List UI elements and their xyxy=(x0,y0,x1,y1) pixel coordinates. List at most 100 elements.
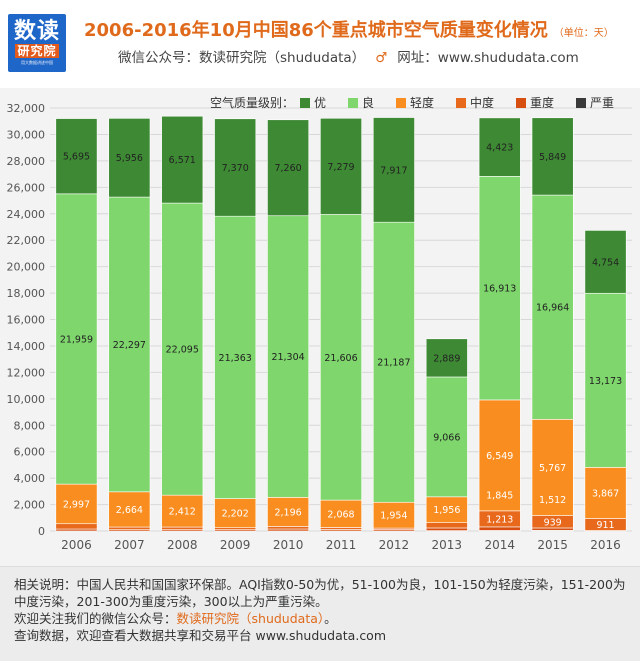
y-tick-label: 18,000 xyxy=(7,287,46,300)
data-label: 2,889 xyxy=(433,353,460,364)
notes-line3-suffix: 。 xyxy=(324,611,337,626)
x-tick-label: 2012 xyxy=(379,538,410,552)
data-label: 16,913 xyxy=(483,284,516,295)
notes-line3-prefix: 欢迎关注我们的微信公众号： xyxy=(14,611,177,626)
data-label: 22,095 xyxy=(166,345,199,356)
data-label: 22,297 xyxy=(113,340,146,351)
bar-segment xyxy=(108,491,151,528)
unit-label: （单位：天） xyxy=(553,28,614,39)
y-tick-label: 4,000 xyxy=(14,472,46,485)
bar-segment xyxy=(372,501,415,529)
bar-segment xyxy=(478,117,521,177)
bar-segment xyxy=(108,118,151,198)
bar-segment xyxy=(320,117,362,215)
y-tick-label: 0 xyxy=(38,525,45,538)
data-label: 2,202 xyxy=(222,509,249,520)
bar-segment xyxy=(320,499,362,528)
data-label: 3,867 xyxy=(592,488,619,499)
data-label: 1,213 xyxy=(486,514,513,525)
x-tick-label: 2006 xyxy=(61,538,92,552)
legend-label: 良 xyxy=(362,95,374,110)
data-label: 7,370 xyxy=(222,163,249,174)
data-label: 9,066 xyxy=(433,432,460,443)
data-label: 7,917 xyxy=(380,165,407,176)
data-label: 1,512 xyxy=(539,495,566,506)
data-label: 1,845 xyxy=(486,490,513,501)
bar-segment xyxy=(425,376,468,498)
bar-segment xyxy=(161,526,204,530)
data-label: 1,956 xyxy=(433,505,460,516)
y-tick-label: 22,000 xyxy=(7,234,46,247)
legend-label: 重度 xyxy=(530,95,554,110)
data-label: 4,423 xyxy=(486,143,513,154)
header: 数读 研究院 用大数据讲述中国 2006-2016年10月中国86个重点城市空气… xyxy=(0,0,640,86)
chart-area: 0 2,000 4,000 6,000 8,000 10,000 12,000 14,000 1… xyxy=(0,88,640,566)
legend-label: 中度 xyxy=(470,95,494,110)
y-tick-label: 30,000 xyxy=(7,128,46,141)
data-label: 2,196 xyxy=(274,507,301,518)
bar-segment xyxy=(214,215,257,499)
x-tick-label: 2013 xyxy=(432,538,463,552)
bar-segment xyxy=(584,230,627,294)
x-tick-label: 2015 xyxy=(537,538,568,552)
bar-segment xyxy=(55,193,98,485)
bar-segment xyxy=(214,118,257,217)
y-tick-label: 10,000 xyxy=(7,393,46,406)
data-label: 21,363 xyxy=(219,353,252,364)
bar-segment xyxy=(55,483,98,525)
bar-segment xyxy=(320,214,362,501)
data-label: 1,954 xyxy=(380,511,407,522)
title-text: 2006-2016年10月中国86个重点城市空气质量变化情况 xyxy=(84,20,548,41)
bar-segment xyxy=(267,215,310,498)
x-tick-label: 2009 xyxy=(220,538,251,552)
bar-segment xyxy=(584,292,627,468)
data-label: 5,695 xyxy=(63,152,90,163)
data-label: 4,754 xyxy=(592,257,619,268)
bar-segment xyxy=(425,338,468,378)
legend-label: 优 xyxy=(314,96,326,110)
data-label: 6,571 xyxy=(169,155,196,166)
data-label: 6,549 xyxy=(486,451,513,462)
bar-segment xyxy=(531,194,574,420)
subtitle: 微信公众号：数读研究院（shududata） ♂ 网址：www.shududata.… xyxy=(118,46,579,66)
bar-segment xyxy=(55,118,98,195)
data-label: 2,068 xyxy=(327,509,354,520)
y-tick-label: 26,000 xyxy=(7,181,46,194)
stacked-bar-chart: 0 2,000 4,000 6,000 8,000 10,000 12,000 14,000 1… xyxy=(7,95,632,552)
website: 网址：www.shududata.com xyxy=(397,50,579,66)
notes-line2: 中度污染，201-300为重度污染，300以上为严重污染。 xyxy=(14,594,328,609)
x-tick-label: 2008 xyxy=(167,538,198,552)
bar-segment xyxy=(108,196,151,493)
y-tick-label: 24,000 xyxy=(7,208,46,221)
legend-swatch xyxy=(300,98,310,108)
bar-segment xyxy=(161,494,204,528)
data-label: 16,964 xyxy=(536,303,569,314)
bar-segment xyxy=(425,527,468,531)
data-label: 21,187 xyxy=(377,358,410,369)
x-tick-label: 2011 xyxy=(326,538,357,552)
data-label: 2,664 xyxy=(116,505,143,516)
x-tick-label: 2014 xyxy=(484,538,515,552)
bar-segment xyxy=(478,526,521,531)
wechat-link[interactable]: 数读研究院（shududata） xyxy=(176,611,325,626)
wechat-account: 微信公众号：数读研究院（shududata） xyxy=(118,50,366,66)
legend-swatch xyxy=(396,98,406,108)
data-label: 5,956 xyxy=(116,153,143,164)
brand-logo: 数读 研究院 用大数据讲述中国 xyxy=(8,14,66,72)
x-tick-label: 2016 xyxy=(590,538,621,552)
y-tick-label: 8,000 xyxy=(14,419,46,432)
data-label: 21,304 xyxy=(271,352,304,363)
y-tick-label: 28,000 xyxy=(7,155,46,168)
legend-title: 空气质量级别： xyxy=(210,95,294,110)
data-label: 21,959 xyxy=(60,334,93,345)
chart-title: 2006-2016年10月中国86个重点城市空气质量变化情况 （单位：天） xyxy=(84,16,614,42)
logo-line2: 研究院 xyxy=(15,43,59,58)
legend-label: 轻度 xyxy=(410,95,434,110)
bar-segment xyxy=(372,117,415,223)
data-label: 7,279 xyxy=(327,162,354,173)
notes-panel: 相关说明：中国人民共和国国家环保部。AQI指数0-50为优，51-100为良，1… xyxy=(0,566,640,661)
notes-line1: 相关说明：中国人民共和国国家环保部。AQI指数0-50为优，51-100为良，1… xyxy=(14,577,626,592)
logo-line3: 用大数据讲述中国 xyxy=(21,59,53,65)
gender-icon: ♂ xyxy=(375,50,388,66)
bar-segment xyxy=(108,526,151,530)
